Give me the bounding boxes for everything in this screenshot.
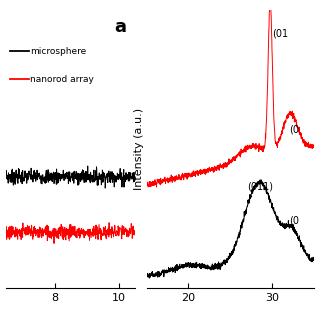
Text: nanorod array: nanorod array [30, 75, 94, 84]
Y-axis label: Intensity (a.u.): Intensity (a.u.) [134, 108, 144, 190]
Text: (011): (011) [247, 182, 273, 192]
Text: a: a [114, 18, 126, 36]
Text: microsphere: microsphere [30, 47, 87, 56]
Text: (0: (0 [289, 124, 300, 134]
Text: (0: (0 [289, 215, 300, 225]
Text: (01: (01 [272, 28, 288, 38]
